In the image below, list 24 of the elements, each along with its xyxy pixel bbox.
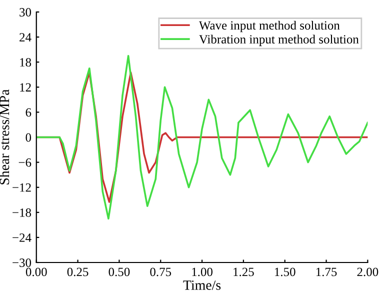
legend-label: Vibration input method solution bbox=[199, 34, 359, 46]
y-tick-label: −30 bbox=[12, 258, 32, 267]
y-tick-label: −12 bbox=[12, 183, 31, 192]
x-tick-label: 1.75 bbox=[316, 268, 337, 276]
y-tick-label: −24 bbox=[12, 234, 32, 242]
y-tick-label: 30 bbox=[20, 8, 32, 16]
legend-label: Wave input method solution bbox=[198, 20, 340, 32]
x-tick-label: 0.25 bbox=[67, 268, 88, 276]
y-tick-label: 24 bbox=[20, 33, 32, 42]
x-tick-label: 1.00 bbox=[192, 268, 212, 276]
x-tick-label: 0.75 bbox=[150, 268, 172, 276]
y-tick-label: 18 bbox=[20, 58, 32, 67]
y-tick-label: 0 bbox=[26, 133, 32, 142]
y-tick-label: 6 bbox=[26, 108, 32, 117]
x-tick-label: 0.50 bbox=[108, 268, 130, 276]
x-axis-title: Time/s bbox=[183, 280, 221, 290]
x-tick-label: 2.00 bbox=[357, 268, 378, 276]
y-tick-label: −6 bbox=[18, 158, 32, 167]
x-tick-label: 1.50 bbox=[275, 268, 296, 276]
line-series bbox=[36, 54, 368, 220]
y-tick-label: 12 bbox=[20, 83, 31, 92]
x-tick-label: 1.25 bbox=[234, 268, 254, 276]
y-tick-label: −18 bbox=[12, 208, 32, 217]
x-tick-label: 0.00 bbox=[26, 268, 47, 276]
